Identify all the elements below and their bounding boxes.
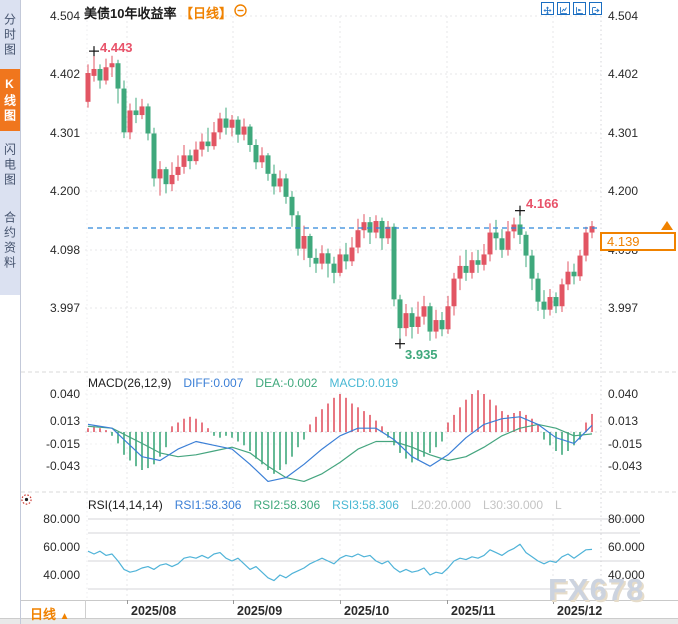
bottom-divider <box>85 600 86 618</box>
date-tick <box>127 600 128 604</box>
crosshair-move-icon[interactable] <box>541 2 554 15</box>
macd-axis-label: 0.013 <box>608 414 639 428</box>
macd-diff-value: DIFF:0.007 <box>183 376 244 390</box>
fit-axis-icon[interactable] <box>557 2 570 15</box>
rsi-settings-icon[interactable] <box>20 493 33 506</box>
price-axis-label: 3.997 <box>49 301 80 315</box>
auto-scroll-icon[interactable] <box>573 2 586 15</box>
macd-axis-label: -0.043 <box>45 459 80 473</box>
timeframe-label: 日线 <box>30 607 57 622</box>
current-price-tag: 4.139 <box>600 232 676 251</box>
macd-diff-line <box>87 416 593 482</box>
rsi-line <box>87 543 593 582</box>
sidebar-tab-3[interactable]: 闪电图 <box>2 142 17 188</box>
price-axis-label: 4.504 <box>608 9 639 23</box>
watermark: FX678 <box>548 572 645 607</box>
macd-axis-label: 0.040 <box>49 387 80 401</box>
timeframe-arrow-icon: ▲ <box>59 611 70 622</box>
price-axis-label: 3.997 <box>608 301 639 315</box>
macd-title: MACD(26,12,9) <box>88 376 172 390</box>
date-label: 2025/08 <box>131 604 177 618</box>
date-tick <box>340 600 341 604</box>
rsi-axis-label: 80.000 <box>43 512 80 526</box>
pan-right-icon[interactable] <box>589 2 602 15</box>
price-axis-label: 4.504 <box>49 9 80 23</box>
rsi-l-more: L <box>555 498 562 512</box>
x-axis-line <box>21 600 678 601</box>
sidebar-tab-1[interactable]: 分时图 <box>2 12 17 58</box>
swing-high-annotation: 4.166 <box>526 196 559 211</box>
rsi1-value: RSI1:58.306 <box>174 498 242 512</box>
rsi3-value: RSI3:58.306 <box>332 498 399 512</box>
rsi-axis-label: 40.000 <box>43 568 80 582</box>
sidebar-divider <box>20 0 21 624</box>
macd-histogram <box>87 390 593 474</box>
macd-axis-label: 0.040 <box>608 387 639 401</box>
macd-axis-label: 0.013 <box>49 414 80 428</box>
date-label: 2025/10 <box>344 604 390 618</box>
period-tag: 【日线】 <box>180 6 233 21</box>
date-label: 2025/12 <box>557 604 603 618</box>
price-axis-label: 4.402 <box>49 67 80 81</box>
rsi-l20-value: L20:20.000 <box>410 498 471 512</box>
low-annotation: 3.935 <box>405 347 438 362</box>
macd-axis-label: -0.015 <box>45 437 80 451</box>
macd-dea-line <box>87 423 593 482</box>
high-annotation: 4.443 <box>100 40 133 55</box>
macd-macd-value: MACD:0.019 <box>329 376 399 390</box>
macd-dea-value: DEA:-0.002 <box>255 376 318 390</box>
rsi-axis-label: 60.000 <box>43 540 80 554</box>
macd-axis-label: -0.043 <box>608 459 643 473</box>
date-label: 2025/09 <box>237 604 283 618</box>
date-tick <box>233 600 234 604</box>
price-up-arrow-icon <box>661 221 673 230</box>
collapse-icon[interactable] <box>234 4 247 17</box>
rsi-axis-label: 40.000 <box>608 568 645 582</box>
rsi-axis-label: 80.000 <box>608 512 645 526</box>
chart-toolbar <box>541 2 602 15</box>
candlestick-series <box>85 51 595 344</box>
rsi-title: RSI(14,14,14) <box>88 498 163 512</box>
rsi-header: RSI(14,14,14) RSI1:58.306 RSI2:58.306 RS… <box>88 498 562 512</box>
timeframe-selector[interactable]: 日线 ▲ <box>30 604 70 623</box>
sidebar-tab-2[interactable]: K线图 <box>0 69 20 131</box>
price-axis-label: 4.402 <box>608 67 639 81</box>
extreme-markers <box>89 46 525 349</box>
rsi-l30-value: L30:30.000 <box>482 498 543 512</box>
macd-axis-label: -0.015 <box>608 437 643 451</box>
rsi-axis-label: 60.000 <box>608 540 645 554</box>
macd-header: MACD(26,12,9) DIFF:0.007 DEA:-0.002 MACD… <box>88 376 398 390</box>
sidebar-tab-4[interactable]: 合约资料 <box>2 211 17 271</box>
bottom-strip <box>0 618 678 624</box>
date-tick <box>447 600 448 604</box>
price-axis-label: 4.098 <box>49 243 80 257</box>
chart-title: 美债10年收益率 <box>84 6 177 21</box>
date-tick <box>553 600 554 604</box>
date-label: 2025/11 <box>451 604 496 618</box>
price-axis-label: 4.200 <box>49 184 80 198</box>
rsi2-value: RSI2:58.306 <box>253 498 321 512</box>
price-axis-label: 4.301 <box>608 126 639 140</box>
price-axis-label: 4.200 <box>608 184 639 198</box>
price-axis-label: 4.301 <box>49 126 80 140</box>
